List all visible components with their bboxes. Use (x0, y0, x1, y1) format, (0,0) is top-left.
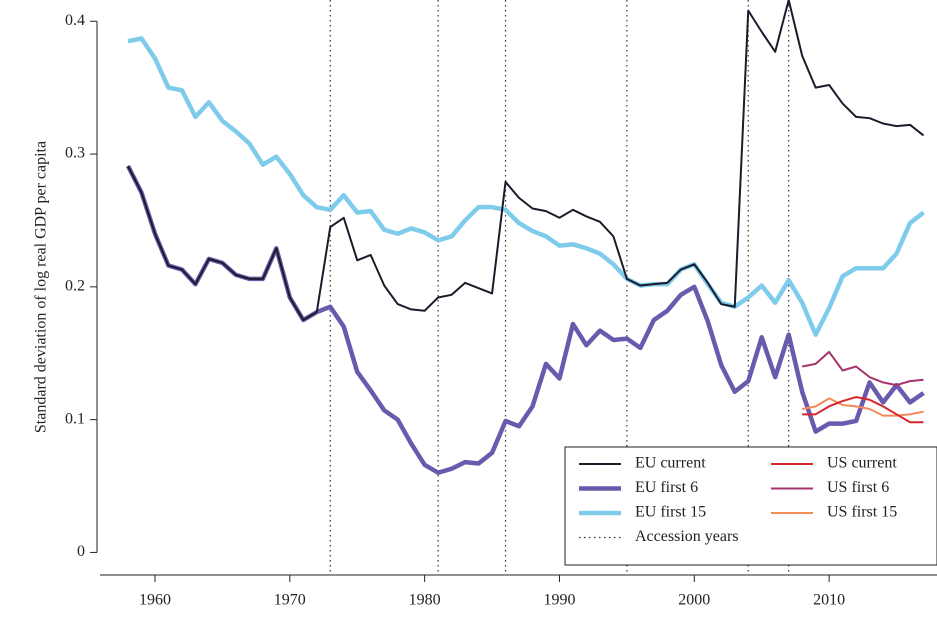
series-line (801, 397, 924, 417)
legend-box (564, 446, 937, 566)
legend-label: Accession years (635, 528, 739, 545)
x-tick-label: 1980 (409, 592, 441, 609)
series-line (802, 396, 924, 424)
y-axis-label: Standard deviation of log real GDP per c… (33, 141, 50, 433)
legend-label: US first 6 (827, 479, 889, 496)
x-tick-label: 1970 (274, 592, 306, 609)
y-tick-label: 0.3 (65, 145, 85, 162)
series-line (801, 350, 924, 387)
series-line (127, 0, 925, 322)
y-tick-label: 0.4 (65, 12, 85, 29)
legend-label: EU current (635, 455, 706, 472)
legend-label: EU first 15 (635, 504, 706, 521)
legend-label: US first 15 (827, 504, 897, 521)
x-tick-label: 2010 (813, 592, 845, 609)
series-line (126, 164, 925, 475)
y-tick-label: 0 (77, 543, 85, 560)
legend-label: US current (827, 455, 897, 472)
y-tick-label: 0.1 (65, 410, 85, 427)
y-tick-label: 0.2 (65, 278, 85, 295)
series-line (127, 36, 925, 337)
x-tick-label: 1990 (543, 592, 575, 609)
legend-label: EU first 6 (635, 479, 698, 496)
x-tick-label: 1960 (139, 592, 171, 609)
legend: EU current EU first 6 EU first 15 Accession… (564, 446, 937, 566)
x-tick-label: 2000 (678, 592, 710, 609)
